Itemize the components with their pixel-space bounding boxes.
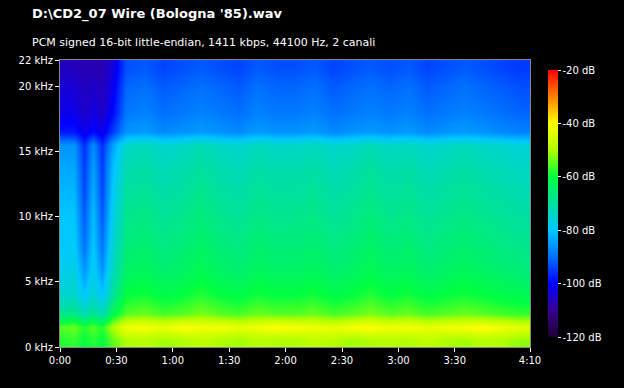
svg-text:15 kHz: 15 kHz — [19, 146, 53, 157]
svg-text:20 kHz: 20 kHz — [19, 81, 53, 92]
svg-text:2:30: 2:30 — [331, 355, 353, 366]
svg-text:22 kHz: 22 kHz — [19, 55, 53, 66]
svg-text:0 kHz: 0 kHz — [25, 342, 53, 353]
svg-text:1:30: 1:30 — [218, 355, 240, 366]
svg-text:-60 dB: -60 dB — [563, 171, 596, 182]
svg-text:10 kHz: 10 kHz — [19, 211, 53, 222]
svg-text:0:30: 0:30 — [105, 355, 127, 366]
svg-text:0:00: 0:00 — [49, 355, 71, 366]
svg-text:-20 dB: -20 dB — [563, 65, 596, 76]
svg-text:D:\CD2_07 Wire (Bologna '85).w: D:\CD2_07 Wire (Bologna '85).wav — [32, 6, 283, 22]
svg-text:-100 dB: -100 dB — [563, 278, 602, 289]
svg-text:PCM signed 16-bit little-endia: PCM signed 16-bit little-endian, 1411 kb… — [32, 36, 375, 49]
svg-text:3:00: 3:00 — [387, 355, 409, 366]
svg-text:-40 dB: -40 dB — [563, 118, 596, 129]
svg-text:2:00: 2:00 — [274, 355, 296, 366]
svg-text:1:00: 1:00 — [162, 355, 184, 366]
svg-text:-120 dB: -120 dB — [563, 332, 602, 343]
svg-text:3:30: 3:30 — [444, 355, 466, 366]
svg-text:-80 dB: -80 dB — [563, 225, 596, 236]
svg-text:5 kHz: 5 kHz — [25, 276, 53, 287]
svg-text:4:10: 4:10 — [519, 355, 541, 366]
